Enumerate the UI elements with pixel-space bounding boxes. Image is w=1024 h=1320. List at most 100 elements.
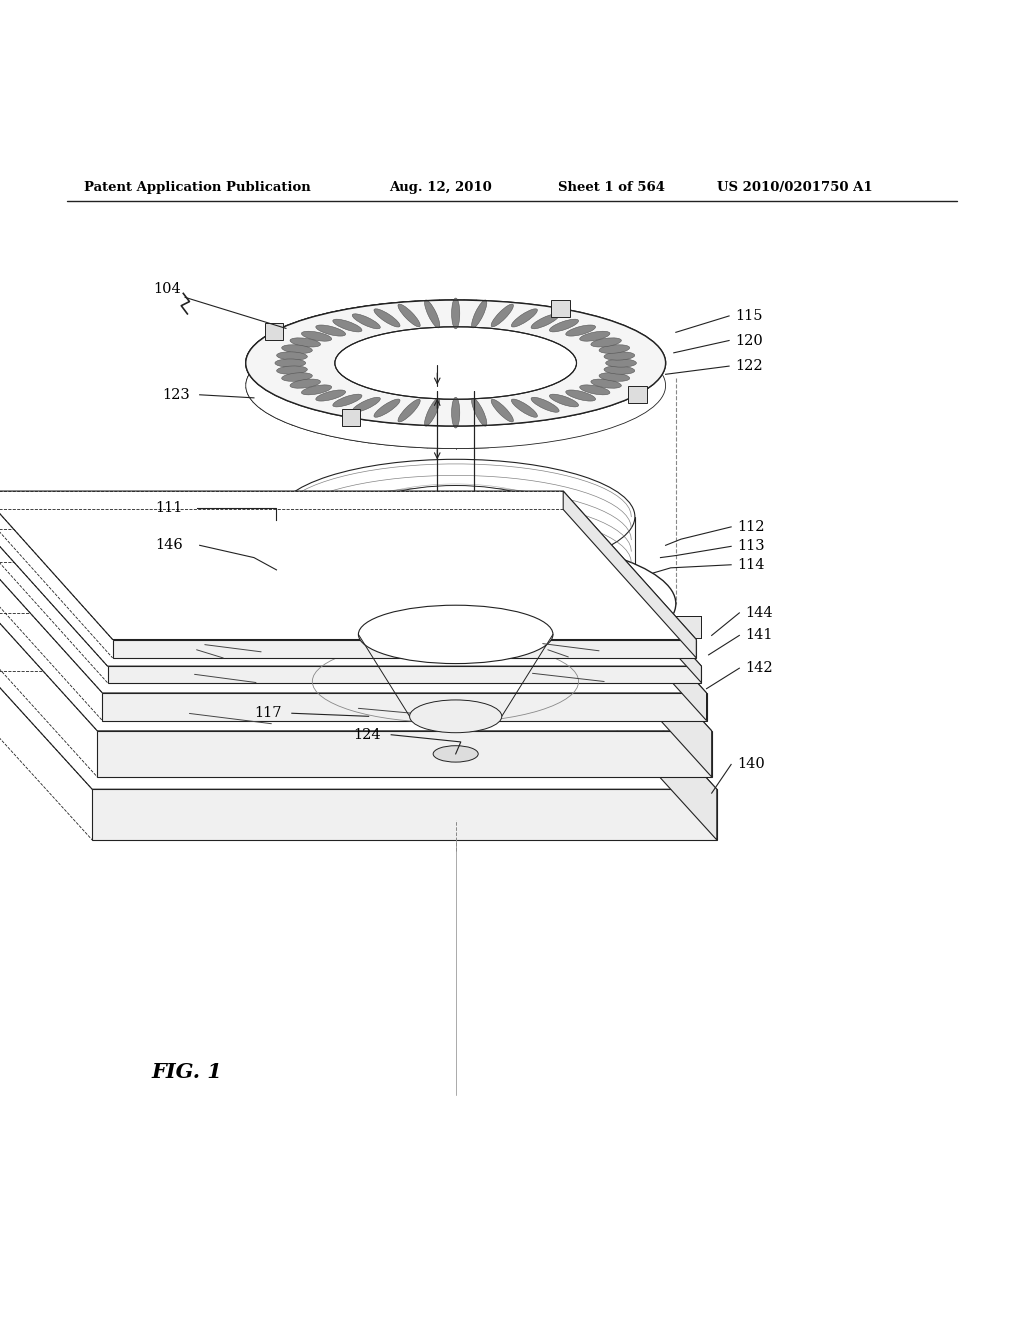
Text: 120: 120 [735,334,763,347]
Ellipse shape [433,746,478,762]
Polygon shape [563,491,696,657]
Ellipse shape [374,399,400,417]
Polygon shape [113,639,696,657]
Polygon shape [563,568,712,777]
Ellipse shape [452,298,460,329]
Ellipse shape [531,397,559,412]
Text: Patent Application Publication: Patent Application Publication [84,181,310,194]
Ellipse shape [358,578,553,640]
FancyBboxPatch shape [629,387,647,403]
Ellipse shape [290,338,321,347]
Ellipse shape [531,314,559,329]
Ellipse shape [511,309,538,327]
Text: US 2010/0201750 A1: US 2010/0201750 A1 [717,181,872,194]
Ellipse shape [315,325,345,337]
Polygon shape [0,512,701,667]
Ellipse shape [425,300,439,327]
FancyBboxPatch shape [428,598,446,616]
Text: 142: 142 [745,661,773,676]
Ellipse shape [550,395,579,407]
Polygon shape [97,731,712,777]
FancyBboxPatch shape [427,504,447,525]
FancyBboxPatch shape [577,548,595,564]
Ellipse shape [472,300,486,327]
Polygon shape [0,535,707,693]
Polygon shape [102,693,707,721]
Ellipse shape [315,389,345,401]
Ellipse shape [333,319,361,331]
Text: 104: 104 [154,282,181,296]
Polygon shape [108,667,701,682]
Ellipse shape [290,379,321,388]
Ellipse shape [591,338,622,347]
Ellipse shape [604,366,635,375]
Text: 122: 122 [735,359,763,374]
Ellipse shape [236,536,676,672]
Ellipse shape [333,395,361,407]
Polygon shape [289,553,623,696]
Ellipse shape [452,397,460,428]
Ellipse shape [492,304,513,327]
Ellipse shape [410,700,502,733]
Ellipse shape [425,399,439,426]
FancyBboxPatch shape [465,598,483,616]
Text: 124: 124 [353,727,381,742]
Ellipse shape [274,359,306,367]
Ellipse shape [301,331,332,341]
Polygon shape [563,620,717,840]
FancyBboxPatch shape [577,645,595,660]
Ellipse shape [282,345,312,354]
FancyBboxPatch shape [464,504,484,525]
Ellipse shape [511,399,538,417]
Polygon shape [0,491,696,639]
Text: 146: 146 [156,539,183,552]
Text: Aug. 12, 2010: Aug. 12, 2010 [389,181,492,194]
Text: 141: 141 [745,628,773,643]
Ellipse shape [591,379,622,388]
FancyBboxPatch shape [264,323,283,339]
Ellipse shape [276,459,635,574]
Ellipse shape [335,327,577,399]
Ellipse shape [374,309,400,327]
Text: Sheet 1 of 564: Sheet 1 of 564 [558,181,665,194]
Ellipse shape [358,605,553,664]
Ellipse shape [606,359,637,367]
Ellipse shape [246,300,666,426]
FancyBboxPatch shape [316,645,335,660]
Polygon shape [563,512,701,682]
Polygon shape [92,789,717,840]
FancyBboxPatch shape [341,409,359,426]
Text: 115: 115 [735,309,763,323]
Ellipse shape [352,397,380,412]
Ellipse shape [492,399,513,422]
Polygon shape [0,568,712,731]
Text: 123: 123 [162,388,189,401]
Text: 113: 113 [737,540,765,553]
Ellipse shape [276,352,307,360]
Polygon shape [563,535,707,721]
Ellipse shape [301,385,332,395]
Text: 111: 111 [156,502,183,515]
Ellipse shape [604,352,635,360]
Text: 144: 144 [745,606,773,620]
Ellipse shape [323,553,589,634]
Ellipse shape [398,304,420,327]
Ellipse shape [580,331,610,341]
Text: 117: 117 [254,706,282,721]
Ellipse shape [599,345,630,354]
Ellipse shape [276,552,635,667]
Ellipse shape [356,564,555,623]
Ellipse shape [246,322,666,449]
Polygon shape [0,620,717,789]
Ellipse shape [580,385,610,395]
FancyBboxPatch shape [635,616,701,639]
FancyBboxPatch shape [551,301,569,317]
Ellipse shape [566,389,596,401]
Ellipse shape [352,314,380,329]
Ellipse shape [386,655,525,700]
FancyBboxPatch shape [316,548,335,564]
Ellipse shape [282,372,312,381]
Ellipse shape [246,300,666,426]
Ellipse shape [358,486,553,548]
Ellipse shape [550,319,579,331]
